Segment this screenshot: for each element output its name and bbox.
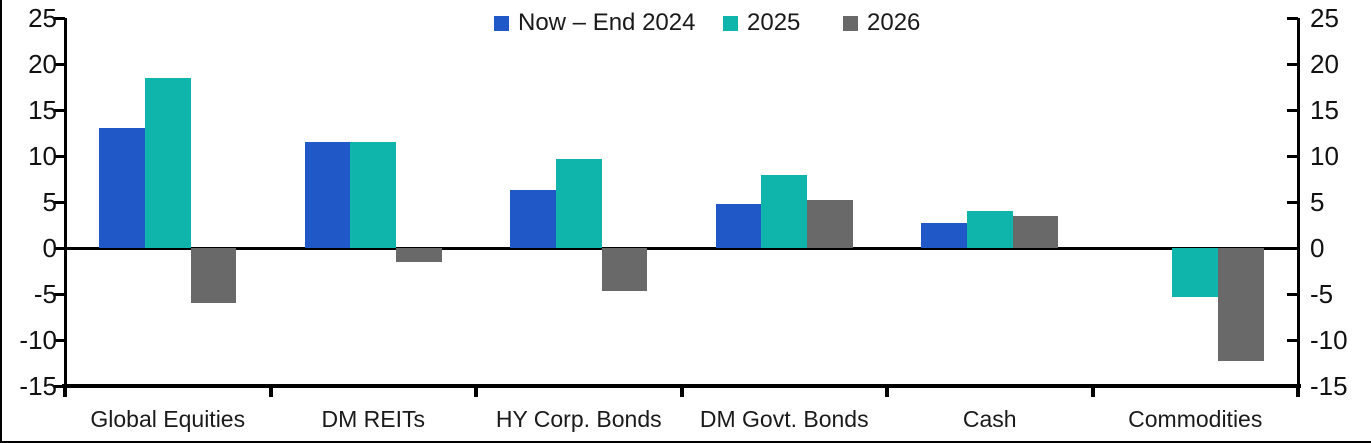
y-axis-label-left: -10: [19, 325, 57, 355]
y-axis-label-right: 25: [1310, 3, 1339, 33]
y-axis-label-left: 5: [42, 187, 57, 217]
y-axis-label-left: 0: [42, 233, 57, 263]
x-axis-tick: [679, 386, 684, 397]
y-axis-tick-right: [1287, 16, 1298, 20]
bar-now-end-2024-dm-govt-bonds: [715, 203, 762, 248]
y-axis-label-right: 5: [1310, 187, 1325, 217]
x-category-label: DM Govt. Bonds: [699, 406, 869, 432]
x-axis-tick: [1090, 386, 1095, 397]
x-category-label: DM REITs: [321, 406, 426, 432]
legend-swatch-now-end-2024: [494, 15, 509, 31]
bar-2025-global-equities: [144, 77, 191, 248]
y-axis-label-left: 25: [28, 3, 57, 33]
legend-item-2026: 2026: [843, 8, 920, 38]
y-axis-right: [1296, 18, 1300, 386]
legend-swatch-2025: [723, 15, 738, 31]
y-axis-label-left: 10: [28, 141, 57, 171]
legend-swatch-2026: [843, 15, 858, 31]
y-axis-tick-right: [1287, 384, 1298, 388]
legend-label-2025: 2025: [747, 9, 801, 36]
y-axis-tick-right: [1287, 108, 1298, 112]
bar-2026-cash: [1012, 215, 1059, 248]
y-axis-tick-left: [54, 384, 65, 388]
x-axis-tick: [885, 386, 889, 397]
y-axis-label-right: -15: [1310, 371, 1348, 401]
y-axis-tick-right: [1287, 246, 1298, 250]
y-axis-tick-left: [54, 200, 65, 204]
x-axis-tick: [474, 386, 478, 397]
y-axis-tick-left: [54, 338, 65, 342]
bar-2026-global-equities: [190, 248, 237, 304]
bar-now-end-2024-dm-reits: [304, 142, 351, 248]
x-category-label: Global Equities: [90, 406, 246, 432]
bar-2026-dm-reits: [396, 248, 442, 262]
y-axis-label-right: -5: [1310, 279, 1334, 309]
y-axis-tick-left: [54, 246, 65, 250]
y-axis-label-right: 10: [1310, 141, 1339, 171]
x-axis-tick: [1296, 386, 1300, 397]
y-axis-tick-right: [1287, 62, 1298, 66]
x-axis-tick: [268, 386, 273, 397]
y-axis-label-left: -15: [19, 371, 57, 401]
bar-2026-hy-corp-bonds: [601, 248, 648, 292]
zero-line: [65, 246, 1298, 250]
bar-2025-cash: [966, 211, 1013, 248]
legend-item-now-end-2024: Now – End 2024: [494, 8, 695, 38]
legend-item-2025: 2025: [723, 8, 800, 38]
y-axis-tick-left: [54, 154, 65, 158]
x-category-label: Cash: [962, 406, 1017, 432]
x-category-label: HY Corp. Bonds: [495, 406, 662, 432]
y-axis-label-right: 0: [1310, 233, 1325, 263]
bar-2025-commodities: [1172, 248, 1219, 297]
x-axis-tick: [63, 386, 67, 397]
y-axis-label-left: 15: [28, 95, 57, 125]
bar-2025-hy-corp-bonds: [555, 158, 602, 248]
y-axis-tick-right: [1287, 154, 1298, 158]
y-axis-tick-left: [54, 62, 65, 66]
bar-2026-commodities: [1218, 248, 1264, 362]
y-axis-label-left: -5: [33, 279, 57, 309]
bar-now-end-2024-cash: [921, 223, 967, 248]
bar-now-end-2024-global-equities: [99, 128, 145, 248]
y-axis-tick-right: [1287, 338, 1298, 342]
y-axis-label-right: 20: [1310, 49, 1339, 79]
y-axis-tick-left: [54, 292, 65, 296]
y-axis-label-right: -10: [1310, 325, 1348, 355]
y-axis-label-left: 20: [28, 49, 57, 79]
bar-2026-dm-govt-bonds: [807, 200, 853, 248]
y-axis-tick-right: [1287, 200, 1298, 204]
y-axis-tick-right: [1287, 292, 1298, 296]
legend-label-now-end-2024: Now – End 2024: [518, 9, 696, 36]
bar-2025-dm-reits: [350, 142, 397, 248]
bar-now-end-2024-hy-corp-bonds: [510, 190, 556, 248]
x-category-label: Commodities: [1128, 406, 1263, 432]
legend-label-2026: 2026: [867, 9, 921, 36]
y-axis-tick-left: [54, 16, 65, 20]
y-axis-label-right: 15: [1310, 95, 1339, 125]
bar-2025-dm-govt-bonds: [761, 175, 808, 248]
y-axis-left: [63, 18, 67, 386]
y-axis-tick-left: [54, 108, 65, 112]
